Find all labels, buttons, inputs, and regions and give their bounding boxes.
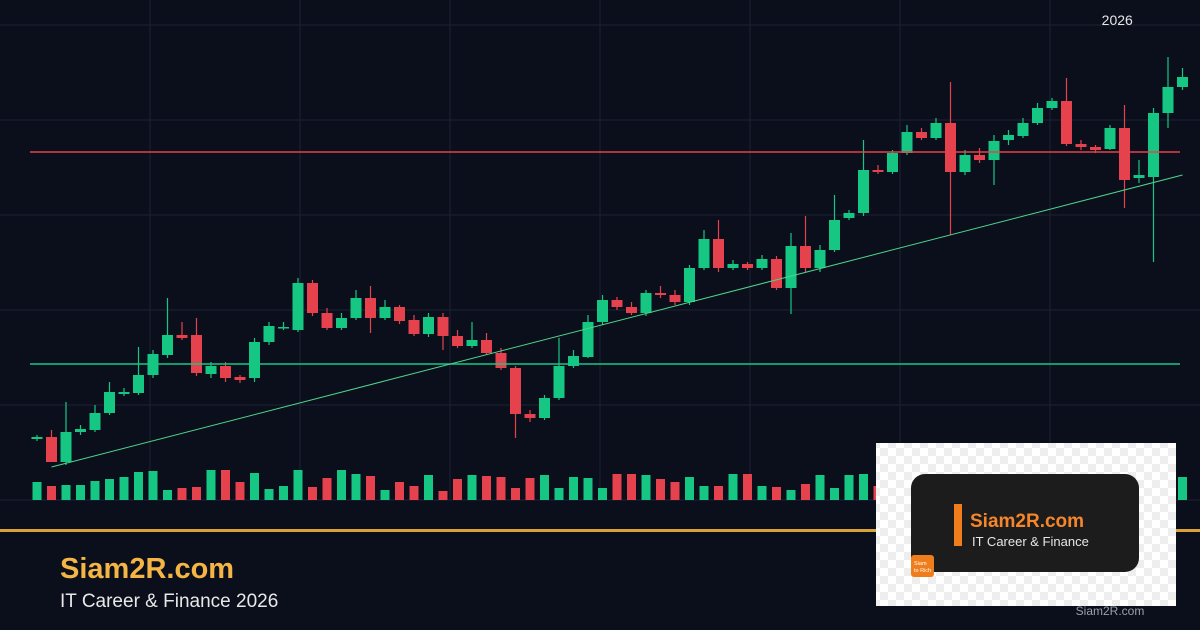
candle-body xyxy=(930,123,942,138)
candle-body xyxy=(452,336,463,346)
candle-body xyxy=(698,239,710,268)
candle-body xyxy=(1148,113,1159,177)
candle-body xyxy=(959,155,971,172)
candle-body xyxy=(1003,135,1014,140)
candle-body xyxy=(350,298,362,318)
candle-body xyxy=(1162,87,1174,113)
candle-body xyxy=(365,298,376,318)
candle-body xyxy=(785,246,797,288)
candle-body xyxy=(597,300,608,322)
logo-bar xyxy=(954,504,962,546)
candle-body xyxy=(60,432,72,462)
trend-line xyxy=(51,174,1183,468)
candle-body xyxy=(858,170,869,213)
candle-body xyxy=(118,392,130,394)
candle-body xyxy=(1133,175,1145,178)
logo-card xyxy=(911,474,1139,572)
candle-body xyxy=(1177,77,1188,87)
candle-body xyxy=(611,300,623,307)
candle-body xyxy=(568,356,579,366)
candle-body xyxy=(582,322,594,357)
candle-body xyxy=(336,318,347,328)
candle-body xyxy=(1075,144,1087,147)
candle-body xyxy=(626,307,637,313)
candle-body xyxy=(539,398,550,418)
candle-body xyxy=(466,340,478,346)
candle-body xyxy=(684,268,695,302)
candle-body xyxy=(1119,128,1130,180)
candle-body xyxy=(640,293,652,313)
candle-body xyxy=(379,307,391,318)
candle-body xyxy=(1104,128,1116,149)
candle-body xyxy=(916,132,927,138)
candle-body xyxy=(495,353,507,368)
candle-body xyxy=(437,317,449,336)
candle-body xyxy=(887,153,898,172)
candle-body xyxy=(133,375,144,393)
candle-body xyxy=(553,366,565,398)
candle-body xyxy=(191,335,202,373)
overlay: Siam2R.com IT Career & Finance 2026 Siam… xyxy=(0,443,1200,618)
badge-line: Siam xyxy=(914,561,927,567)
candle-body xyxy=(75,429,86,432)
candle-body xyxy=(901,132,913,153)
candle-body xyxy=(510,368,521,414)
candle-body xyxy=(394,307,405,321)
candle-body xyxy=(307,283,318,313)
candle-body xyxy=(1017,123,1029,136)
badge xyxy=(911,555,934,577)
footer-brand: Siam2R.com xyxy=(60,553,234,585)
candle-body xyxy=(1061,101,1072,144)
candle-body xyxy=(974,155,985,160)
candle-body xyxy=(481,340,492,353)
candle-body xyxy=(1046,101,1058,108)
candle-body xyxy=(988,141,1000,160)
candle-body xyxy=(408,320,420,334)
candle-body xyxy=(31,437,43,439)
candle-body xyxy=(771,259,782,288)
candle-body xyxy=(1032,108,1043,123)
candle-body xyxy=(727,264,739,268)
candle-body xyxy=(234,377,246,380)
candle-body xyxy=(800,246,811,268)
candle-body xyxy=(205,366,217,374)
candle-body xyxy=(249,342,260,378)
candle-body xyxy=(263,326,275,342)
candle-body xyxy=(872,170,884,172)
watermark: Siam2R.com xyxy=(1076,604,1145,618)
candle-body xyxy=(89,413,101,430)
candle-body xyxy=(104,392,115,413)
candle-body xyxy=(1090,147,1101,150)
candle-body xyxy=(321,313,333,328)
candle-body xyxy=(278,327,289,329)
candle-body xyxy=(176,335,188,338)
year-label: 2026 xyxy=(1102,12,1133,28)
candle-body xyxy=(423,317,434,334)
candle-body xyxy=(843,213,855,218)
candle-body xyxy=(46,437,57,462)
candle-body xyxy=(742,264,753,268)
candle-body xyxy=(713,239,724,268)
candle-body xyxy=(292,283,304,330)
footer-tagline: IT Career & Finance 2026 xyxy=(60,591,278,612)
candle-body xyxy=(829,220,840,250)
candle-body xyxy=(945,123,956,172)
candle-body xyxy=(669,295,681,302)
candle-body xyxy=(814,250,826,268)
divider xyxy=(0,529,1200,532)
badge-line: to Rich xyxy=(914,568,931,574)
candle-body xyxy=(220,366,231,378)
candle-body xyxy=(756,259,768,268)
logo-tagline: IT Career & Finance xyxy=(972,534,1089,549)
candle-body xyxy=(524,414,536,418)
logo-name: Siam2R.com xyxy=(970,511,1084,532)
candle-body xyxy=(162,335,173,355)
candle-body xyxy=(655,293,666,295)
